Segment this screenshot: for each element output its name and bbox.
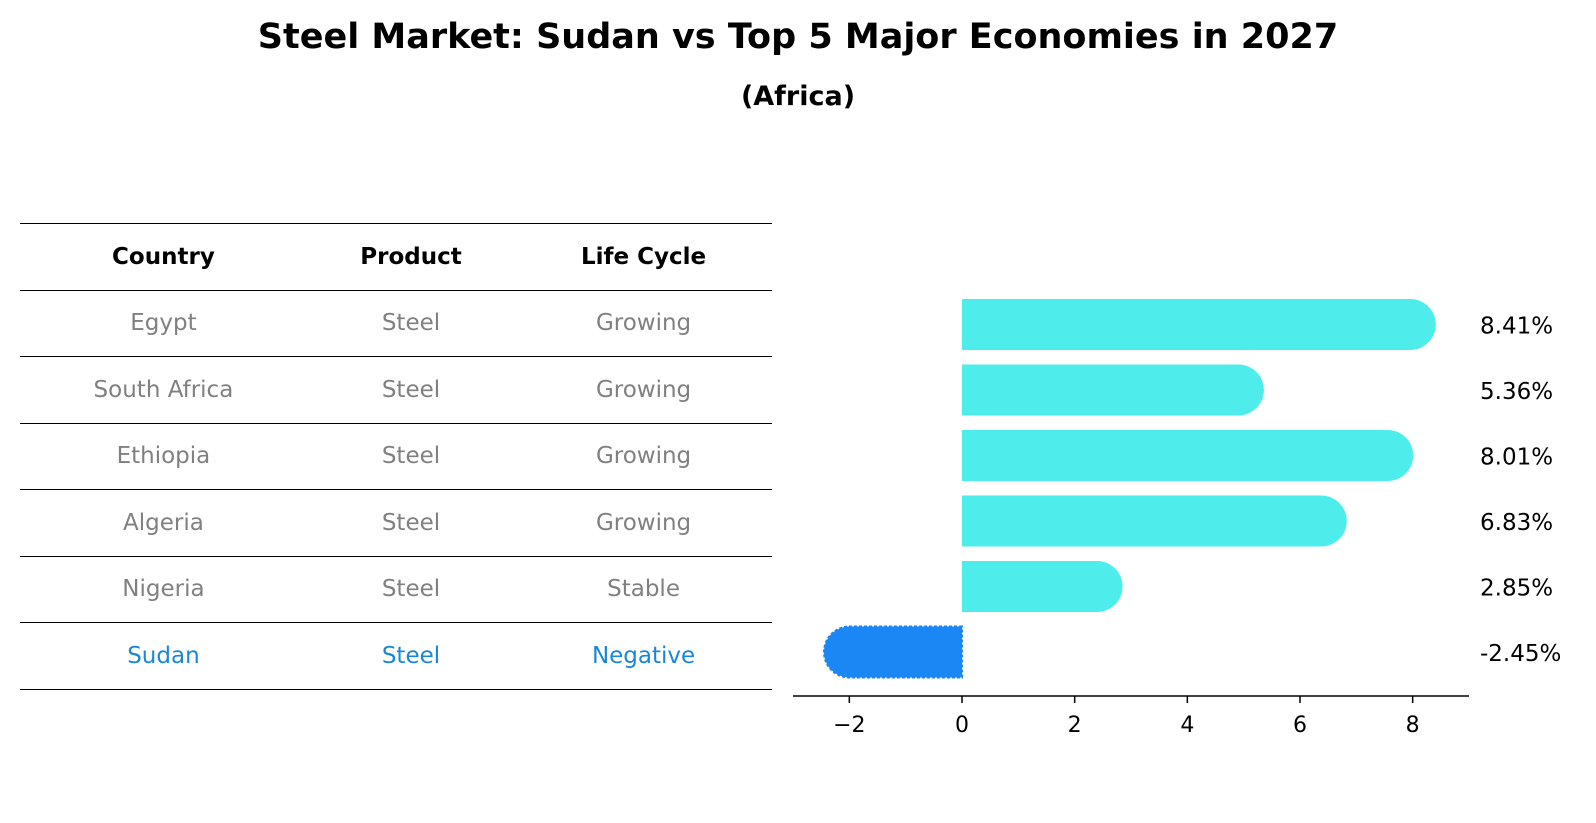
chart-title: Steel Market: Sudan vs Top 5 Major Econo… [257,17,1339,57]
x-tick-label: 4 [1180,713,1194,738]
bar [962,430,1414,481]
cell-product: Steel [306,289,516,357]
cell-life-cycle: Growing [515,422,772,490]
x-tick-label: 8 [1406,713,1420,738]
cell-life-cycle: Growing [515,289,772,357]
table-row: Ethiopia Steel Growing [20,422,772,490]
value-label: 8.41% [1480,314,1553,340]
cell-product: Steel [306,489,516,556]
x-tick-label: 2 [1068,713,1082,738]
cell-life-cycle: Stable [515,555,772,623]
bar [962,561,1123,612]
header-product: Product [306,223,516,290]
value-label: 8.01% [1480,445,1553,471]
data-table: Country Product Life Cycle Egypt Steel G… [20,223,772,690]
cell-product: Steel [306,555,516,623]
table-row: South Africa Steel Growing [20,356,772,423]
chart-subtitle: (Africa) [740,81,856,112]
header-life-cycle: Life Cycle [515,223,772,290]
bar-highlight [822,625,963,679]
cell-product: Steel [306,422,516,490]
value-label: 5.36% [1480,379,1553,405]
cell-country: Egypt [20,289,307,357]
cell-country: Ethiopia [20,422,307,490]
cell-life-cycle: Negative [515,622,772,690]
x-tick-label: 6 [1293,713,1307,738]
cell-product: Steel [306,356,516,423]
value-label: 2.85% [1480,576,1553,602]
bar [962,495,1347,547]
bar [962,299,1436,350]
bar [962,364,1264,416]
header-country: Country [20,223,307,290]
value-label: -2.45% [1480,641,1561,667]
table-row-highlight: Sudan Steel Negative [20,622,772,690]
cell-product: Steel [306,622,516,690]
cell-country: South Africa [20,356,307,423]
table-row: Egypt Steel Growing [20,289,772,357]
x-tick-label: −2 [833,713,865,738]
cell-country: Algeria [20,489,307,556]
table-header-row: Country Product Life Cycle [20,223,772,290]
cell-country: Sudan [20,622,307,690]
cell-life-cycle: Growing [515,489,772,556]
x-tick-label: 0 [955,713,969,738]
cell-life-cycle: Growing [515,356,772,423]
table-row: Algeria Steel Growing [20,489,772,556]
cell-country: Nigeria [20,555,307,623]
table-row: Nigeria Steel Stable [20,555,772,623]
value-label: 6.83% [1480,510,1553,536]
